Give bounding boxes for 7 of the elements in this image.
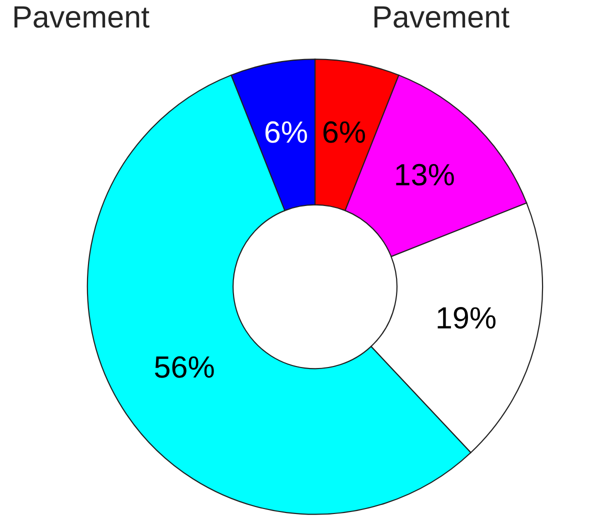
data-label: 13% <box>396 164 454 186</box>
data-label: 6% <box>323 121 365 143</box>
data-label: 19% <box>438 307 496 329</box>
data-label: 56% <box>154 356 214 378</box>
text: Pavement <box>14 6 150 28</box>
text: Pavement <box>374 6 510 28</box>
data-label: 6% <box>265 121 307 143</box>
